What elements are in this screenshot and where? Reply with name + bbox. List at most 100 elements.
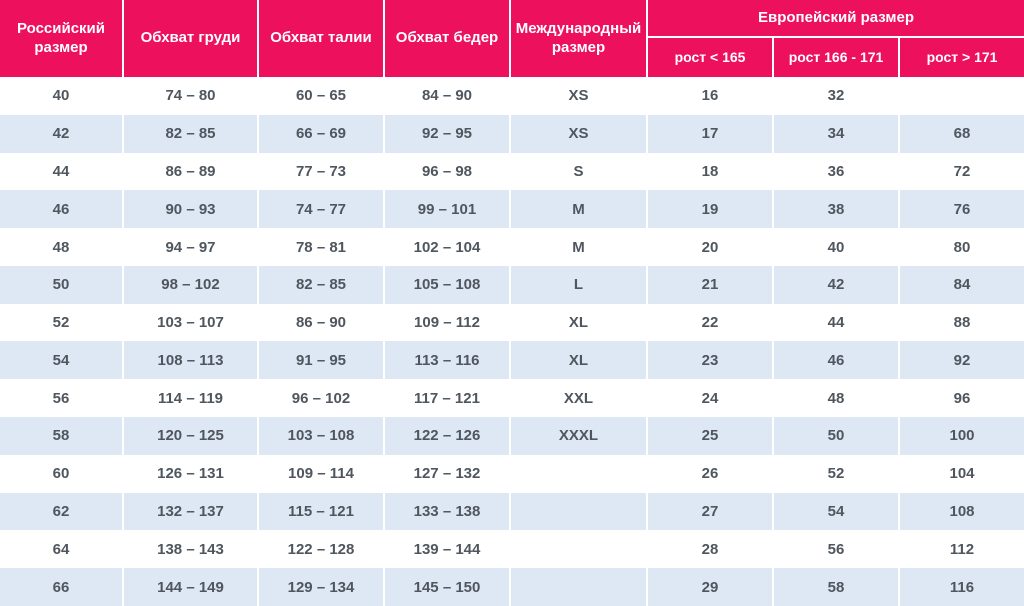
table-cell-row11-col0: 62 xyxy=(0,492,124,531)
column-subheader-height-over-171: рост > 171 xyxy=(900,38,1024,77)
table-cell-row9-col0: 58 xyxy=(0,417,124,455)
table-cell-row3-col7: 76 xyxy=(900,190,1024,229)
table-cell-row10-col2: 109 – 114 xyxy=(259,454,385,493)
table-cell-row12-col3: 139 – 144 xyxy=(385,530,511,569)
table-cell-row4-col6: 40 xyxy=(774,228,900,266)
column-subheader-height-166-171: рост 166 - 171 xyxy=(774,38,900,77)
table-cell-row8-col2: 96 – 102 xyxy=(259,379,385,418)
table-cell-row2-col1: 86 – 89 xyxy=(124,152,259,191)
table-cell-row0-col5: 16 xyxy=(648,77,774,115)
table-cell-row11-col7: 108 xyxy=(900,492,1024,531)
table-cell-row5-col3: 105 – 108 xyxy=(385,265,511,304)
column-group-header-european-size: Европейский размер xyxy=(648,0,1024,38)
table-cell-row1-col6: 34 xyxy=(774,114,900,153)
table-cell-row6-col1: 103 – 107 xyxy=(124,303,259,342)
table-cell-row6-col7: 88 xyxy=(900,303,1024,342)
table-cell-row5-col5: 21 xyxy=(648,265,774,304)
table-cell-row2-col7: 72 xyxy=(900,152,1024,191)
table-cell-row4-col4: M xyxy=(511,228,648,266)
table-cell-row1-col7: 68 xyxy=(900,114,1024,153)
table-cell-row9-col3: 122 – 126 xyxy=(385,417,511,455)
table-cell-row6-col2: 86 – 90 xyxy=(259,303,385,342)
table-cell-row4-col0: 48 xyxy=(0,228,124,266)
table-cell-row3-col0: 46 xyxy=(0,190,124,229)
table-cell-row2-col0: 44 xyxy=(0,152,124,191)
table-cell-row13-col2: 129 – 134 xyxy=(259,568,385,606)
table-cell-row1-col2: 66 – 69 xyxy=(259,114,385,153)
table-cell-row5-col0: 50 xyxy=(0,265,124,304)
table-cell-row7-col0: 54 xyxy=(0,341,124,380)
table-cell-row8-col6: 48 xyxy=(774,379,900,418)
table-cell-row3-col5: 19 xyxy=(648,190,774,229)
table-cell-row7-col6: 46 xyxy=(774,341,900,380)
table-cell-row0-col6: 32 xyxy=(774,77,900,115)
table-cell-row2-col6: 36 xyxy=(774,152,900,191)
table-cell-row5-col1: 98 – 102 xyxy=(124,265,259,304)
table-cell-row8-col0: 56 xyxy=(0,379,124,418)
table-cell-row8-col4: XXL xyxy=(511,379,648,418)
table-cell-row13-col4 xyxy=(511,568,648,606)
table-cell-row7-col5: 23 xyxy=(648,341,774,380)
table-cell-row10-col5: 26 xyxy=(648,454,774,493)
table-cell-row12-col1: 138 – 143 xyxy=(124,530,259,569)
table-cell-row10-col1: 126 – 131 xyxy=(124,454,259,493)
table-cell-row3-col4: M xyxy=(511,190,648,229)
table-cell-row9-col4: XXXL xyxy=(511,417,648,455)
table-cell-row13-col1: 144 – 149 xyxy=(124,568,259,606)
table-cell-row0-col7 xyxy=(900,77,1024,115)
column-subheader-height-under-165: рост < 165 xyxy=(648,38,774,77)
table-cell-row0-col1: 74 – 80 xyxy=(124,77,259,115)
column-header-hips: Обхват бедер xyxy=(385,0,511,77)
column-header-international-size: Международный размер xyxy=(511,0,648,77)
column-header-waist: Обхват талии xyxy=(259,0,385,77)
table-cell-row13-col7: 116 xyxy=(900,568,1024,606)
table-cell-row7-col3: 113 – 116 xyxy=(385,341,511,380)
table-cell-row1-col1: 82 – 85 xyxy=(124,114,259,153)
table-cell-row9-col2: 103 – 108 xyxy=(259,417,385,455)
table-cell-row2-col5: 18 xyxy=(648,152,774,191)
table-cell-row6-col0: 52 xyxy=(0,303,124,342)
table-cell-row12-col5: 28 xyxy=(648,530,774,569)
table-cell-row0-col4: XS xyxy=(511,77,648,115)
table-cell-row2-col4: S xyxy=(511,152,648,191)
table-cell-row3-col2: 74 – 77 xyxy=(259,190,385,229)
table-cell-row4-col2: 78 – 81 xyxy=(259,228,385,266)
table-cell-row10-col3: 127 – 132 xyxy=(385,454,511,493)
table-cell-row10-col4 xyxy=(511,454,648,493)
column-header-russian-size: Российский размер xyxy=(0,0,124,77)
table-cell-row5-col2: 82 – 85 xyxy=(259,265,385,304)
table-cell-row9-col1: 120 – 125 xyxy=(124,417,259,455)
table-cell-row5-col4: L xyxy=(511,265,648,304)
table-cell-row8-col5: 24 xyxy=(648,379,774,418)
table-cell-row0-col2: 60 – 65 xyxy=(259,77,385,115)
table-cell-row9-col6: 50 xyxy=(774,417,900,455)
table-cell-row11-col2: 115 – 121 xyxy=(259,492,385,531)
table-cell-row0-col0: 40 xyxy=(0,77,124,115)
table-cell-row5-col7: 84 xyxy=(900,265,1024,304)
table-cell-row4-col7: 80 xyxy=(900,228,1024,266)
table-cell-row5-col6: 42 xyxy=(774,265,900,304)
column-header-chest: Обхват груди xyxy=(124,0,259,77)
table-cell-row11-col1: 132 – 137 xyxy=(124,492,259,531)
table-cell-row13-col3: 145 – 150 xyxy=(385,568,511,606)
table-cell-row12-col0: 64 xyxy=(0,530,124,569)
table-cell-row13-col5: 29 xyxy=(648,568,774,606)
table-cell-row3-col3: 99 – 101 xyxy=(385,190,511,229)
table-cell-row8-col3: 117 – 121 xyxy=(385,379,511,418)
table-cell-row11-col5: 27 xyxy=(648,492,774,531)
table-cell-row7-col7: 92 xyxy=(900,341,1024,380)
table-cell-row1-col0: 42 xyxy=(0,114,124,153)
table-cell-row3-col6: 38 xyxy=(774,190,900,229)
table-cell-row4-col5: 20 xyxy=(648,228,774,266)
table-cell-row2-col3: 96 – 98 xyxy=(385,152,511,191)
table-cell-row4-col1: 94 – 97 xyxy=(124,228,259,266)
table-cell-row8-col7: 96 xyxy=(900,379,1024,418)
table-cell-row1-col5: 17 xyxy=(648,114,774,153)
table-cell-row7-col1: 108 – 113 xyxy=(124,341,259,380)
table-cell-row12-col2: 122 – 128 xyxy=(259,530,385,569)
table-cell-row6-col3: 109 – 112 xyxy=(385,303,511,342)
table-cell-row2-col2: 77 – 73 xyxy=(259,152,385,191)
table-cell-row6-col5: 22 xyxy=(648,303,774,342)
table-cell-row6-col4: XL xyxy=(511,303,648,342)
